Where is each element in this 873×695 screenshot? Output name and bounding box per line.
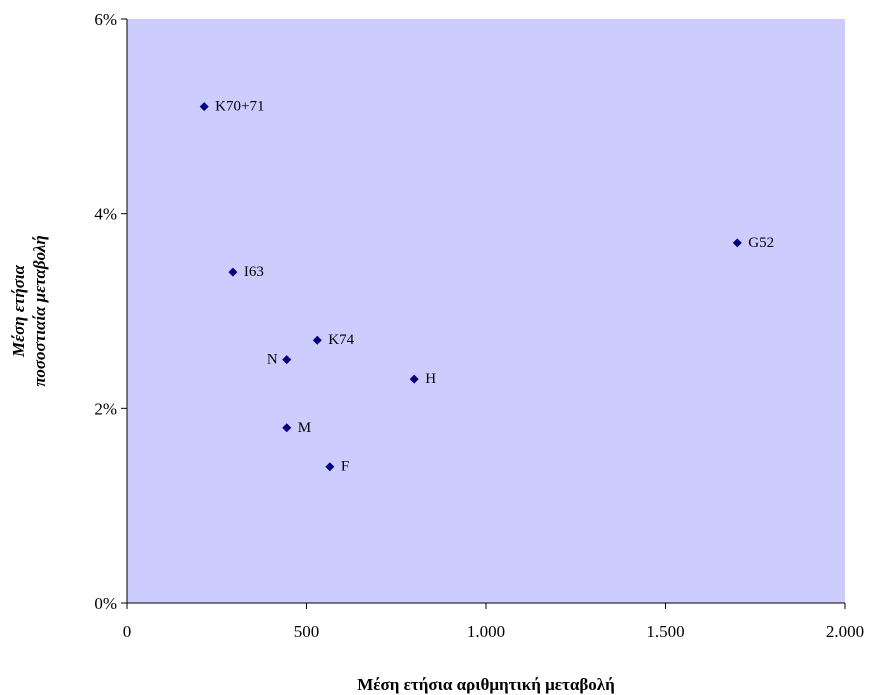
y-axis-title-line-2: ποσοστιαία μεταβολή bbox=[30, 235, 49, 386]
y-axis-title-line-1: Μέση ετήσια bbox=[9, 264, 28, 358]
x-tick-label: 2.000 bbox=[826, 622, 864, 641]
data-point-label: I63 bbox=[244, 264, 264, 280]
plot-area bbox=[127, 19, 845, 603]
x-tick-label: 1.500 bbox=[646, 622, 684, 641]
data-point-marker bbox=[282, 423, 292, 433]
x-tick-label: 500 bbox=[294, 622, 320, 641]
data-point-label: F bbox=[341, 459, 349, 475]
data-point-label: H bbox=[425, 371, 436, 387]
data-point-marker bbox=[409, 374, 419, 384]
y-tick-label: 4% bbox=[94, 205, 117, 224]
data-point-marker bbox=[228, 267, 238, 277]
tick-labels: 0 500 1.000 1.500 2.000 0% 2% 4% 6% bbox=[94, 10, 864, 641]
data-point-marker bbox=[199, 102, 209, 112]
y-tick-label: 0% bbox=[94, 594, 117, 613]
y-tick-label: 6% bbox=[94, 10, 117, 29]
data-point-label: N bbox=[267, 352, 278, 368]
data-points: K70+71 G52 I63 K74 N H M F bbox=[199, 99, 774, 475]
data-point-marker bbox=[732, 238, 742, 248]
data-point-label: G52 bbox=[748, 235, 774, 251]
x-tick-label: 1.000 bbox=[467, 622, 505, 641]
data-point-label: M bbox=[298, 420, 311, 436]
data-point-marker bbox=[325, 462, 335, 472]
axes bbox=[121, 18, 846, 609]
x-tick-label: 0 bbox=[123, 622, 132, 641]
data-point-label: K70+71 bbox=[215, 99, 264, 115]
x-axis-title: Μέση ετήσια αριθμητική μεταβολή bbox=[357, 675, 615, 694]
data-point-marker bbox=[282, 355, 292, 365]
y-tick-label: 2% bbox=[94, 399, 117, 418]
data-point-label: K74 bbox=[328, 332, 354, 348]
data-point-marker bbox=[312, 335, 322, 345]
